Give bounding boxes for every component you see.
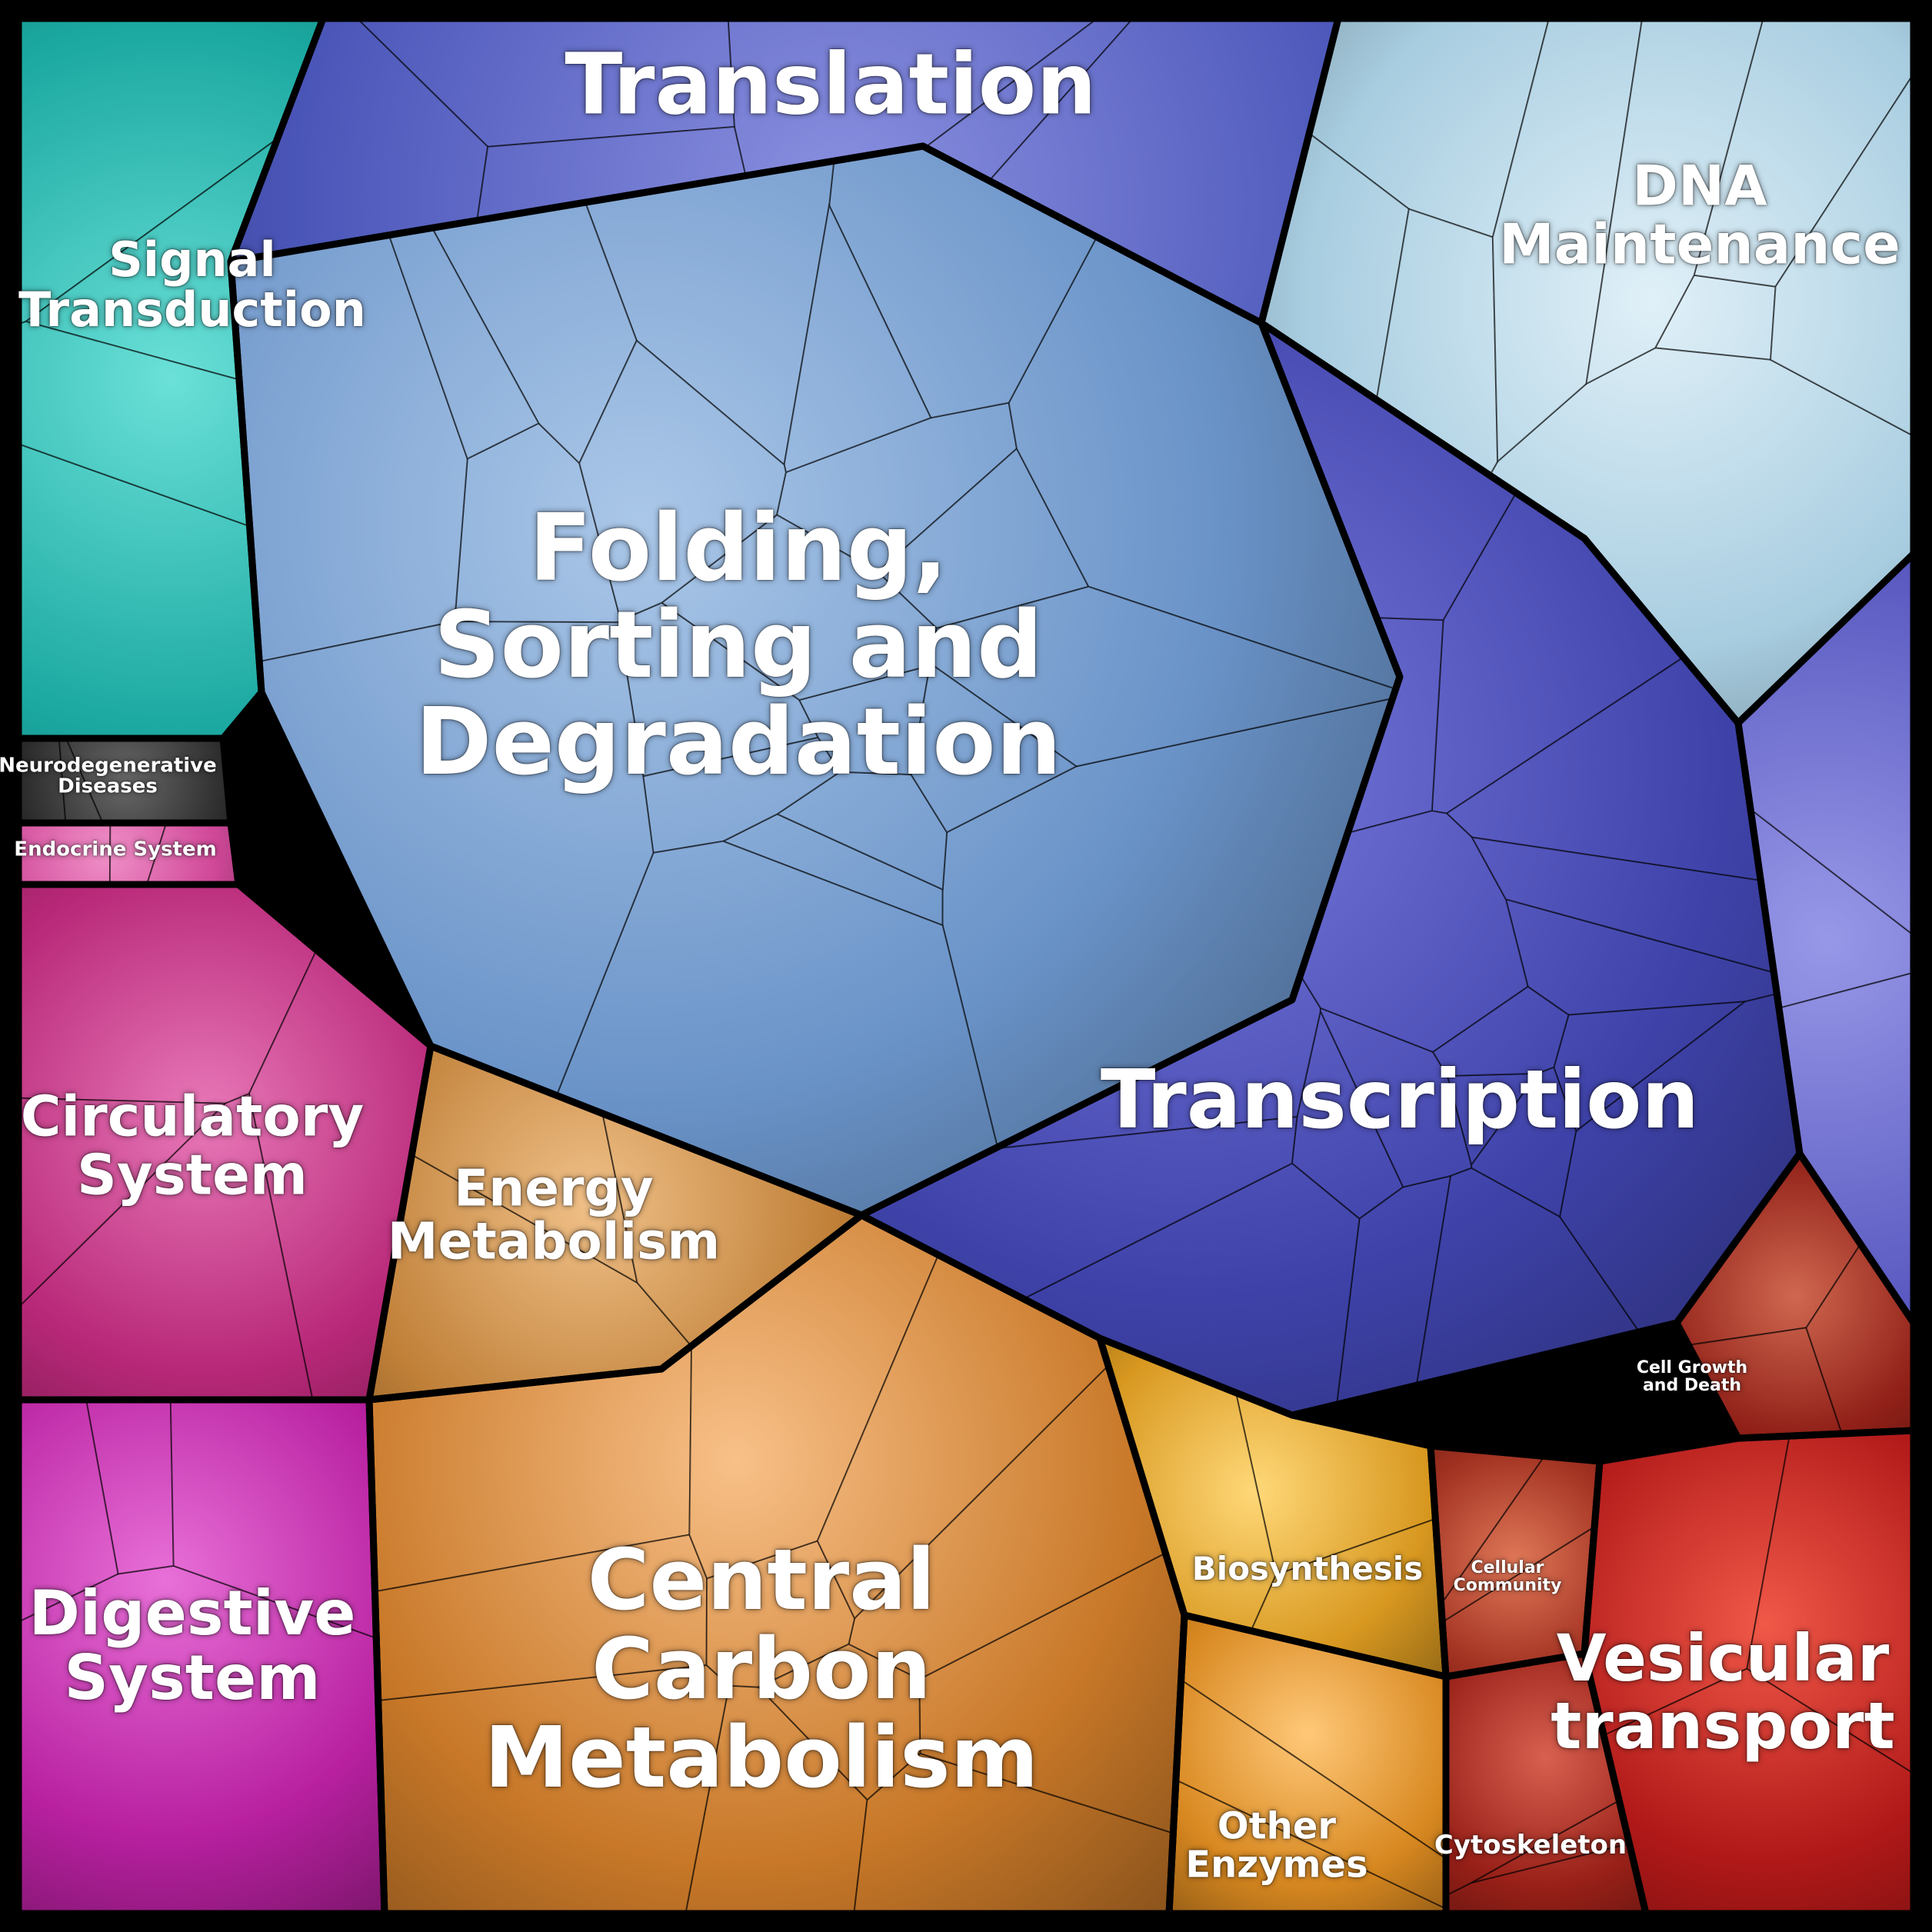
diagram-svg (0, 0, 1932, 1932)
sub-cell (18, 823, 110, 884)
sub-cell (18, 738, 65, 823)
voronoi-treemap: Folding, Sorting and DegradationTranslat… (0, 0, 1932, 1932)
sub-cell (378, 1665, 729, 1914)
